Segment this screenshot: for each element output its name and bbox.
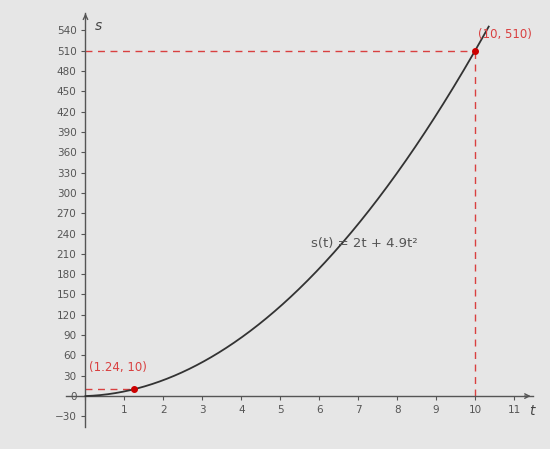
Text: s: s: [95, 19, 102, 33]
Text: s(t) = 2t + 4.9t²: s(t) = 2t + 4.9t²: [311, 238, 418, 251]
Text: (1.24, 10): (1.24, 10): [89, 361, 147, 374]
Text: (10, 510): (10, 510): [478, 27, 532, 40]
Text: t: t: [529, 404, 534, 418]
